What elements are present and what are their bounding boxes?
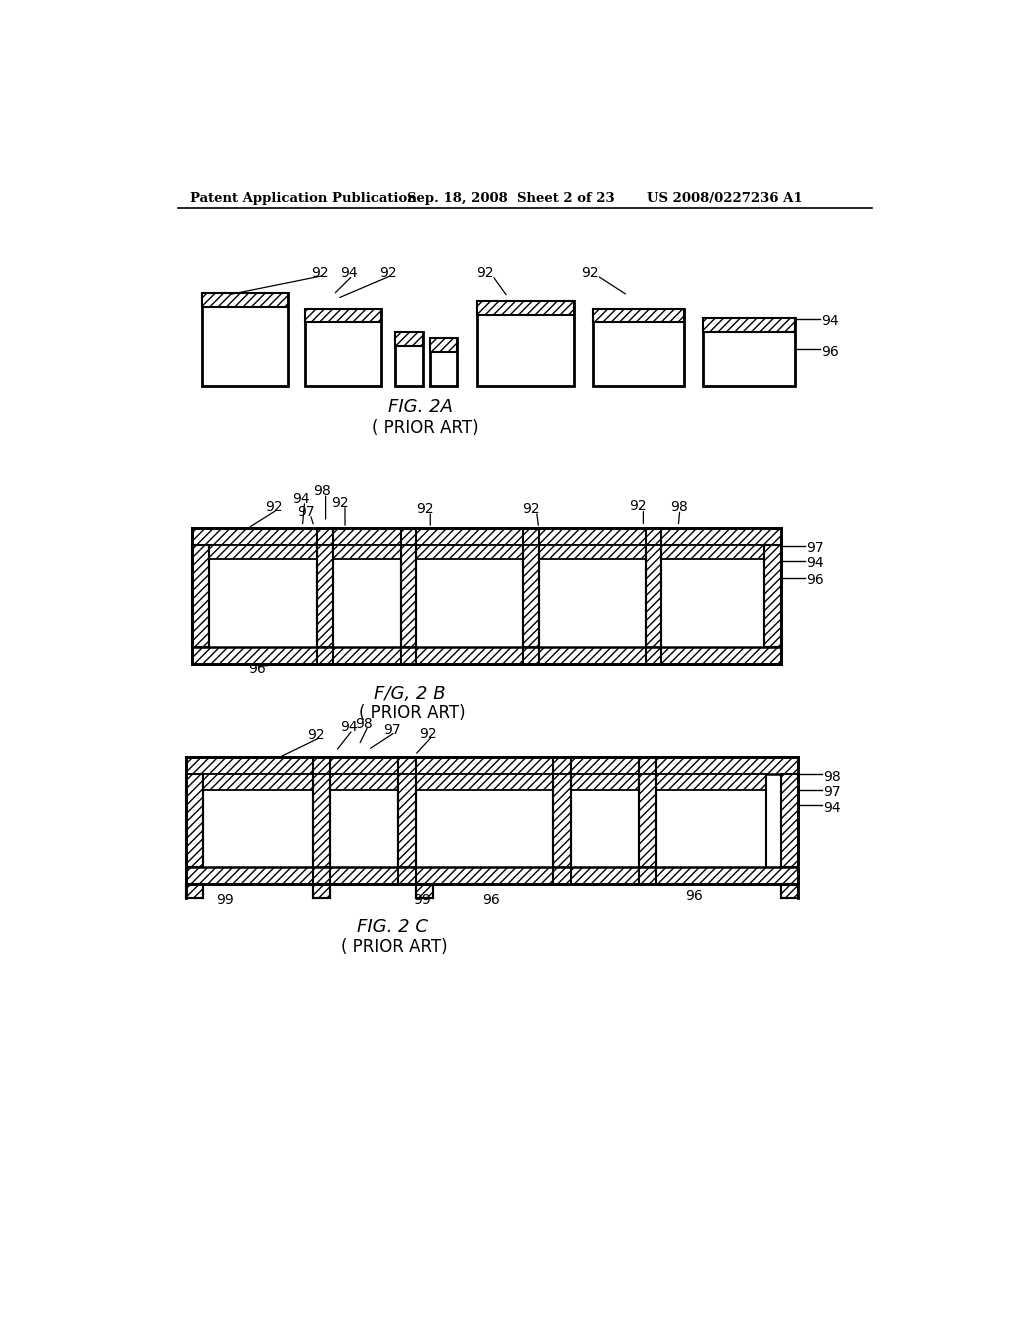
Text: Sep. 18, 2008  Sheet 2 of 23: Sep. 18, 2008 Sheet 2 of 23 xyxy=(407,191,614,205)
Bar xyxy=(593,309,684,322)
Bar xyxy=(646,545,662,647)
Bar xyxy=(186,758,799,775)
Text: 97: 97 xyxy=(823,785,841,799)
Bar xyxy=(398,775,416,867)
Text: 92: 92 xyxy=(379,267,396,280)
Bar xyxy=(416,884,432,898)
Bar xyxy=(209,545,317,647)
Bar xyxy=(781,884,799,898)
Bar xyxy=(655,775,766,789)
Text: 92: 92 xyxy=(416,502,433,516)
Text: Patent Application Publication: Patent Application Publication xyxy=(190,191,417,205)
Bar xyxy=(430,338,458,385)
Bar xyxy=(430,338,458,351)
Bar xyxy=(191,647,780,664)
Bar xyxy=(477,301,573,385)
Bar xyxy=(305,309,381,322)
Bar xyxy=(186,884,203,898)
Bar xyxy=(523,545,539,647)
Text: 96: 96 xyxy=(821,345,840,359)
Text: US 2008/0227236 A1: US 2008/0227236 A1 xyxy=(647,191,803,205)
Bar xyxy=(570,775,639,789)
Bar xyxy=(395,331,423,385)
Text: 97: 97 xyxy=(297,504,315,519)
Text: 98: 98 xyxy=(671,500,688,515)
Bar xyxy=(395,331,423,346)
Bar xyxy=(209,545,317,558)
Bar xyxy=(662,545,764,647)
Text: 94: 94 xyxy=(340,721,357,734)
Text: 92: 92 xyxy=(311,267,329,280)
Bar xyxy=(202,293,289,308)
Text: 97: 97 xyxy=(383,723,400,737)
Bar xyxy=(764,545,780,647)
Bar xyxy=(539,545,646,647)
Text: 92: 92 xyxy=(332,495,349,510)
Bar xyxy=(662,545,764,558)
Bar xyxy=(477,301,573,314)
Bar xyxy=(703,318,795,331)
Text: 94: 94 xyxy=(806,557,823,570)
Text: ( PRIOR ART): ( PRIOR ART) xyxy=(341,939,447,956)
Bar xyxy=(417,545,523,647)
Bar xyxy=(703,318,795,385)
Bar xyxy=(186,758,799,884)
Text: 94: 94 xyxy=(823,800,841,814)
Text: 96: 96 xyxy=(685,890,702,903)
Bar xyxy=(313,775,331,867)
Text: 99: 99 xyxy=(414,892,431,907)
Text: 96: 96 xyxy=(482,892,500,907)
Text: 94: 94 xyxy=(340,267,357,280)
Text: 92: 92 xyxy=(581,267,599,280)
Text: 99: 99 xyxy=(216,892,233,907)
Bar xyxy=(203,775,313,789)
Text: 96: 96 xyxy=(248,661,266,676)
Bar xyxy=(400,545,417,647)
Text: FIG. 2A: FIG. 2A xyxy=(388,399,453,416)
Text: 98: 98 xyxy=(313,484,331,498)
Text: ( PRIOR ART): ( PRIOR ART) xyxy=(372,418,479,437)
Bar xyxy=(417,545,523,558)
Text: 92: 92 xyxy=(419,726,437,741)
Bar xyxy=(186,775,203,867)
Bar xyxy=(203,775,313,867)
Bar xyxy=(202,293,289,385)
Bar xyxy=(593,309,684,385)
Text: 98: 98 xyxy=(823,770,841,784)
Bar xyxy=(191,528,780,664)
Bar xyxy=(539,545,646,558)
Text: 94: 94 xyxy=(292,492,309,506)
Bar xyxy=(554,775,570,867)
Bar xyxy=(313,884,331,898)
Bar xyxy=(305,309,381,385)
Text: 92: 92 xyxy=(307,729,325,742)
Bar xyxy=(655,775,766,867)
Text: FIG. 2 C: FIG. 2 C xyxy=(356,917,428,936)
Text: 98: 98 xyxy=(355,717,374,730)
Text: 92: 92 xyxy=(629,499,647,513)
Bar xyxy=(191,545,209,647)
Bar xyxy=(186,867,799,884)
Text: 96: 96 xyxy=(806,573,824,587)
Bar xyxy=(333,545,400,647)
Bar xyxy=(416,775,554,867)
Text: ( PRIOR ART): ( PRIOR ART) xyxy=(359,704,466,722)
Text: 97: 97 xyxy=(806,541,823,554)
Text: 92: 92 xyxy=(476,267,495,280)
Bar xyxy=(331,775,398,789)
Bar xyxy=(333,545,400,558)
Bar xyxy=(331,775,398,867)
Text: 94: 94 xyxy=(821,314,840,327)
Text: F/G, 2 B: F/G, 2 B xyxy=(375,685,446,702)
Text: 92: 92 xyxy=(522,502,540,516)
Bar xyxy=(191,528,780,545)
Text: 92: 92 xyxy=(265,500,283,515)
Bar xyxy=(416,775,554,789)
Bar xyxy=(781,775,799,867)
Bar xyxy=(570,775,639,867)
Bar xyxy=(317,545,333,647)
Bar xyxy=(639,775,655,867)
